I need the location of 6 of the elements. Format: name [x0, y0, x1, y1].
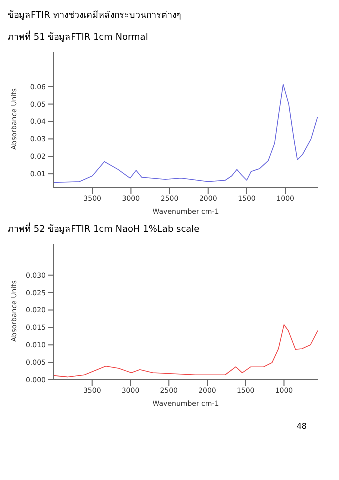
text: 48 — [296, 422, 308, 431]
chart-title: ภาพที่ 51 ข้อมูลFTIR 1cm Normal — [8, 30, 150, 44]
text: ข้อมูลFTIR ทางช่วงเคมีหลังกระบวนการต่างๆ — [8, 10, 182, 22]
chart-title: ภาพที่ 52 ข้อมูลFTIR 1cm NaoH 1%Lab scale — [8, 222, 201, 236]
line-series — [54, 84, 318, 184]
line-series — [54, 324, 318, 378]
